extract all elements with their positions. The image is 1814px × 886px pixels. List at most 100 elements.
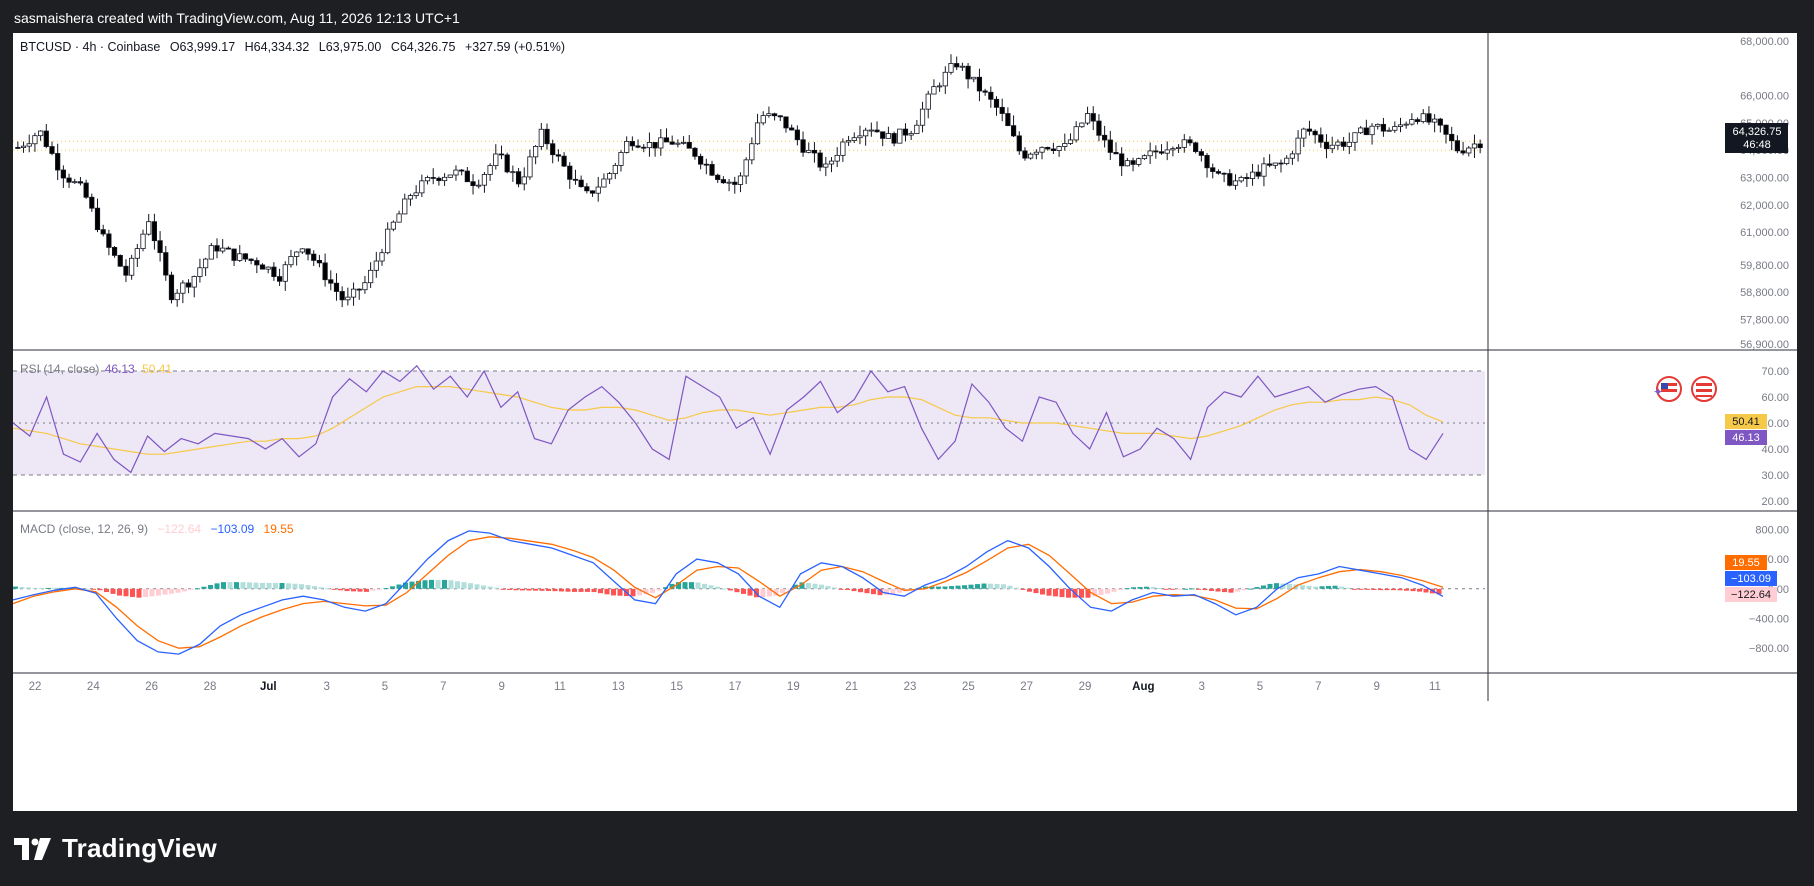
candle-body[interactable] (1079, 122, 1085, 128)
candle-body[interactable] (265, 266, 271, 270)
candle-body[interactable] (83, 182, 89, 198)
candle-body[interactable] (1204, 155, 1210, 169)
candle-body[interactable] (629, 141, 635, 147)
candle-body[interactable] (1164, 149, 1170, 154)
candle-body[interactable] (538, 128, 544, 147)
candle-body[interactable] (1005, 113, 1011, 127)
candle-body[interactable] (350, 288, 357, 298)
candle-body[interactable] (959, 65, 965, 68)
candle-body[interactable] (1102, 134, 1108, 141)
candle-body[interactable] (1301, 128, 1307, 139)
candle-body[interactable] (1432, 118, 1438, 123)
candle-body[interactable] (66, 177, 72, 183)
candle-body[interactable] (965, 65, 971, 80)
candle-body[interactable] (1175, 146, 1182, 149)
candle-body[interactable] (971, 76, 977, 80)
candle-body[interactable] (1050, 148, 1057, 151)
candle-body[interactable] (185, 282, 192, 288)
candle-body[interactable] (1414, 119, 1421, 122)
candle-body[interactable] (1181, 139, 1187, 148)
candle-body[interactable] (908, 133, 914, 136)
candle-body[interactable] (362, 282, 368, 291)
candle-body[interactable] (1306, 128, 1313, 132)
candle-body[interactable] (220, 247, 226, 252)
candle-body[interactable] (1284, 157, 1290, 165)
candle-body[interactable] (15, 147, 21, 149)
candle-body[interactable] (675, 142, 681, 145)
candle-body[interactable] (527, 156, 533, 178)
candle-body[interactable] (606, 173, 613, 180)
candle-body[interactable] (709, 164, 715, 176)
candle-body[interactable] (772, 113, 778, 117)
candle-body[interactable] (1295, 137, 1301, 155)
candle-body[interactable] (1141, 155, 1148, 160)
candle-body[interactable] (208, 245, 214, 260)
candle-body[interactable] (20, 145, 27, 148)
candle-body[interactable] (800, 139, 806, 153)
candle-body[interactable] (1386, 129, 1392, 132)
candle-body[interactable] (1215, 171, 1222, 174)
candle-body[interactable] (1340, 141, 1347, 147)
candle-body[interactable] (328, 279, 334, 284)
candle-body[interactable] (1119, 153, 1125, 167)
candle-body[interactable] (487, 165, 493, 175)
candle-body[interactable] (498, 153, 505, 156)
candle-body[interactable] (459, 169, 465, 172)
candle-body[interactable] (902, 128, 909, 136)
candle-body[interactable] (1136, 158, 1142, 165)
candle-body[interactable] (1249, 171, 1256, 179)
candle-body[interactable] (157, 240, 163, 254)
candle-body[interactable] (680, 141, 687, 144)
candle-body[interactable] (988, 91, 994, 100)
candle-body[interactable] (794, 129, 800, 141)
candle-body[interactable] (840, 141, 846, 156)
candle-body[interactable] (134, 248, 140, 259)
candle-body[interactable] (248, 258, 254, 261)
candle-body[interactable] (1022, 150, 1028, 159)
candle-body[interactable] (942, 71, 948, 87)
candle-body[interactable] (191, 276, 197, 288)
candle-body[interactable] (641, 146, 647, 149)
candle-body[interactable] (396, 213, 402, 223)
candle-body[interactable] (993, 98, 1000, 108)
candle-body[interactable] (868, 129, 874, 132)
candle-body[interactable] (885, 133, 892, 139)
candle-body[interactable] (863, 129, 869, 137)
candle-body[interactable] (806, 149, 812, 153)
candle-body[interactable] (430, 177, 436, 179)
candle-body[interactable] (123, 265, 129, 276)
candle-body[interactable] (1449, 133, 1455, 142)
candle-body[interactable] (60, 169, 66, 179)
candle-body[interactable] (1289, 153, 1295, 159)
candle-body[interactable] (333, 282, 340, 292)
candle-body[interactable] (89, 196, 95, 209)
candle-body[interactable] (777, 115, 783, 118)
candle-body[interactable] (146, 221, 152, 235)
candle-body[interactable] (1033, 151, 1039, 155)
tradingview-logo[interactable]: TradingView (14, 833, 217, 864)
candle-body[interactable] (572, 178, 579, 181)
candle-body[interactable] (561, 155, 567, 167)
candle-body[interactable] (129, 257, 135, 276)
candle-body[interactable] (976, 76, 983, 92)
candle-body[interactable] (567, 165, 573, 180)
candle-body[interactable] (1045, 146, 1051, 150)
candle-body[interactable] (424, 177, 431, 182)
candle-body[interactable] (231, 248, 237, 261)
candle-body[interactable] (851, 137, 857, 141)
candle-body[interactable] (857, 135, 863, 139)
candle-body[interactable] (1335, 141, 1341, 146)
candle-body[interactable] (925, 93, 931, 110)
candle-body[interactable] (1477, 143, 1483, 149)
candle-body[interactable] (464, 170, 470, 183)
candle-body[interactable] (754, 122, 761, 145)
candle-body[interactable] (1471, 143, 1478, 149)
candle-body[interactable] (1460, 150, 1466, 154)
candle-body[interactable] (1409, 119, 1415, 125)
candle-body[interactable] (470, 181, 476, 187)
candle-body[interactable] (1272, 162, 1278, 166)
candle-body[interactable] (646, 142, 653, 149)
candle-body[interactable] (515, 171, 522, 185)
candle-body[interactable] (111, 247, 118, 256)
candle-body[interactable] (1454, 140, 1460, 152)
